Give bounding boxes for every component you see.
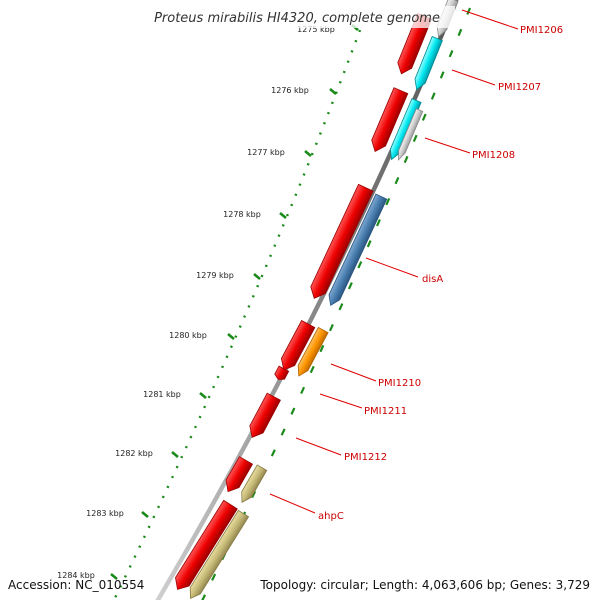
ruler-tick-label: 1279 kbp (196, 271, 234, 280)
gene-label-pmi1207: PMI1207 (498, 82, 541, 93)
accession-text: Accession: NC_010554 (8, 578, 145, 592)
label-connector (330, 363, 377, 382)
ruler-tick-label: 1278 kbp (223, 210, 261, 219)
feature-orange (297, 326, 329, 377)
ruler-tick-label: 1277 kbp (247, 148, 285, 157)
title-backdrop (140, 6, 455, 28)
gene-label-pmi1212: PMI1212 (344, 452, 387, 463)
ruler-tick (199, 392, 207, 399)
gene-labels: PMI1206 PMI1207 PMI1208 disA PMI1210 PMI1211 P… (318, 25, 563, 522)
ruler-tick-label: 1276 kbp (271, 86, 309, 95)
label-connector (451, 69, 496, 86)
gene-label-ahpc: ahpC (318, 511, 344, 522)
gene-features (175, 0, 459, 600)
ruler-dotted-line (112, 29, 362, 600)
gene-label-pmi1208: PMI1208 (472, 150, 515, 161)
label-connector (461, 9, 519, 30)
ruler-tick-label: 1281 kbp (143, 390, 181, 399)
label-connector (319, 393, 363, 409)
gene-label-pmi1206: PMI1206 (520, 25, 563, 36)
label-connectors (269, 9, 519, 514)
feature-red (249, 392, 281, 438)
ruler-tick-label: 1282 kbp (115, 449, 153, 458)
feature-red (225, 456, 254, 493)
ruler-tick-labels: 1275 kbp 1276 kbp 1277 kbp 1278 kbp 1279 kbp… (57, 25, 335, 580)
ruler-tick-label: 1280 kbp (169, 331, 207, 340)
feature-khaki (189, 509, 250, 600)
ruler-tick (304, 150, 312, 157)
label-connector (365, 257, 419, 278)
ruler-tick (110, 573, 118, 580)
label-connector (424, 137, 471, 154)
ruler-tick (227, 333, 235, 340)
feature-red (175, 499, 238, 590)
ruler-tick (141, 511, 149, 518)
ruler-tick-label: 1275 kbp (297, 25, 335, 34)
gene-label-pmi1211: PMI1211 (364, 406, 407, 417)
feature-red (274, 365, 290, 380)
feature-red (371, 87, 409, 152)
feature-gray (398, 108, 424, 161)
feature-cyan (390, 98, 422, 161)
ruler-tick (329, 88, 337, 95)
ruler-tick-label: 1283 kbp (86, 509, 124, 518)
feature-red (280, 319, 316, 371)
ruler-tick (171, 451, 179, 458)
gene-label-disa: disA (422, 274, 443, 285)
ruler-tick (279, 212, 287, 219)
genome-summary-text: Topology: circular; Length: 4,063,606 bp… (260, 578, 590, 592)
feature-cyan (414, 35, 443, 91)
map-title: Proteus mirabilis HI4320, complete genom… (154, 11, 440, 26)
feature-red (310, 183, 374, 299)
gene-label-pmi1210: PMI1210 (378, 378, 421, 389)
label-connector (295, 437, 342, 456)
ruler-tick (253, 273, 261, 280)
ruler-ticks (110, 24, 359, 580)
label-connector (269, 493, 316, 514)
feature-blue (328, 193, 388, 307)
feature-khaki (241, 464, 268, 503)
ruler-tick-label: 1284 kbp (57, 571, 95, 580)
